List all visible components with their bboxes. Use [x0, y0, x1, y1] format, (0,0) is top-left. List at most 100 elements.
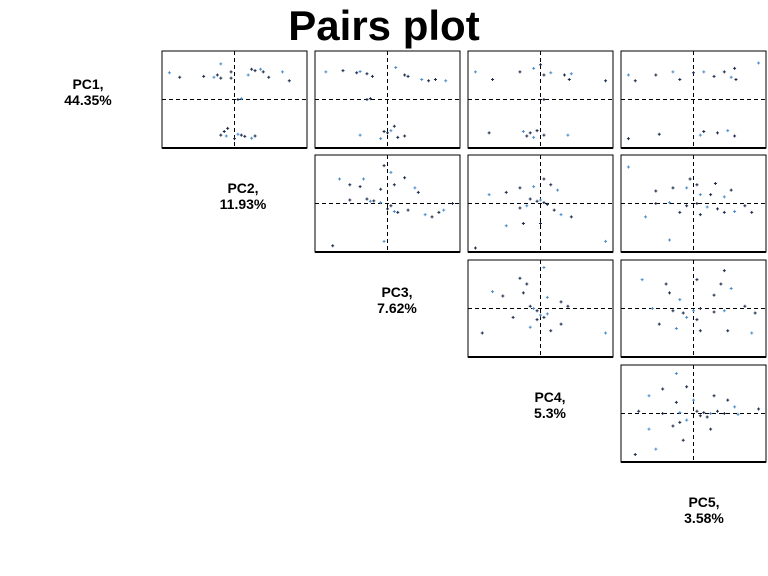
data-point — [358, 69, 362, 73]
data-point — [379, 201, 383, 205]
component-name: PC4, — [534, 389, 566, 405]
data-point — [542, 98, 546, 101]
data-point — [678, 420, 682, 424]
data-point — [259, 67, 263, 71]
data-point — [644, 215, 648, 219]
data-point — [692, 309, 695, 313]
data-point — [535, 129, 539, 133]
data-point — [569, 72, 573, 76]
data-point — [733, 134, 737, 138]
data-point — [559, 213, 563, 217]
data-point — [729, 188, 733, 192]
data-point — [442, 208, 446, 212]
data-point — [518, 186, 522, 190]
data-point — [358, 185, 362, 189]
data-point — [392, 210, 396, 214]
data-point — [692, 398, 695, 402]
data-point — [532, 307, 536, 310]
data-point — [413, 186, 417, 190]
data-point — [355, 71, 359, 75]
data-point — [545, 202, 549, 206]
data-point — [698, 329, 702, 333]
data-point — [382, 130, 386, 134]
data-point — [722, 412, 726, 415]
data-point — [671, 309, 675, 313]
data-point — [386, 207, 389, 211]
data-point — [698, 414, 702, 418]
data-point — [267, 75, 271, 79]
data-point — [757, 407, 761, 411]
data-point — [504, 190, 508, 194]
data-point — [539, 63, 542, 67]
data-point — [219, 76, 223, 80]
data-point — [348, 198, 352, 202]
data-point — [678, 77, 682, 81]
diagonal-label-3: PC3, 7.62% — [327, 284, 467, 316]
component-name: PC3, — [381, 284, 413, 300]
data-point — [368, 199, 372, 203]
data-point — [420, 77, 424, 81]
data-point — [444, 79, 448, 83]
data-point — [528, 304, 532, 308]
data-point — [647, 427, 651, 431]
data-point — [685, 385, 689, 389]
variance-explained: 3.58% — [684, 510, 724, 526]
data-point — [750, 210, 754, 214]
data-point — [674, 400, 678, 404]
data-point — [532, 185, 536, 189]
data-point — [406, 208, 410, 212]
data-point — [722, 269, 726, 273]
data-point — [545, 295, 549, 299]
data-point — [722, 70, 726, 74]
data-point — [733, 405, 737, 409]
data-point — [392, 183, 396, 187]
data-point — [705, 205, 709, 209]
scatter-panel-pc2-pc4 — [467, 154, 614, 253]
data-point — [678, 298, 682, 302]
data-point — [379, 187, 383, 191]
data-point — [562, 73, 566, 77]
data-point — [212, 75, 216, 79]
data-point — [229, 76, 233, 80]
data-point — [743, 304, 747, 308]
data-point — [338, 177, 342, 181]
data-point — [403, 176, 407, 180]
diagonal-label-2: PC2, 11.93% — [173, 180, 313, 212]
data-point — [712, 310, 716, 314]
data-point — [224, 134, 228, 138]
data-point — [685, 204, 689, 208]
data-point — [709, 427, 713, 431]
data-point — [542, 177, 546, 181]
data-point — [365, 98, 369, 101]
data-point — [542, 201, 546, 205]
data-point — [705, 415, 709, 419]
component-name: PC2, — [227, 180, 259, 196]
data-point — [382, 164, 386, 168]
data-point — [382, 239, 386, 243]
data-point — [698, 193, 702, 197]
data-point — [647, 394, 651, 398]
data-point — [451, 202, 455, 205]
data-point — [394, 65, 398, 69]
data-point — [167, 71, 171, 75]
data-point — [518, 70, 522, 74]
data-point — [733, 210, 737, 214]
variance-explained: 44.35% — [64, 92, 112, 108]
data-point — [692, 71, 695, 75]
data-point — [348, 183, 352, 187]
data-point — [671, 70, 675, 74]
data-point — [250, 136, 254, 140]
diagonal-label-4: PC4, 5.3% — [480, 389, 620, 421]
data-point — [423, 213, 427, 217]
data-point — [695, 183, 699, 187]
data-point — [379, 137, 383, 141]
data-point — [567, 77, 571, 81]
data-point — [437, 210, 441, 214]
data-point — [671, 186, 675, 190]
data-point — [542, 315, 546, 319]
data-point — [604, 331, 608, 335]
data-point — [633, 452, 637, 456]
data-point — [661, 387, 665, 391]
data-point — [626, 73, 630, 77]
